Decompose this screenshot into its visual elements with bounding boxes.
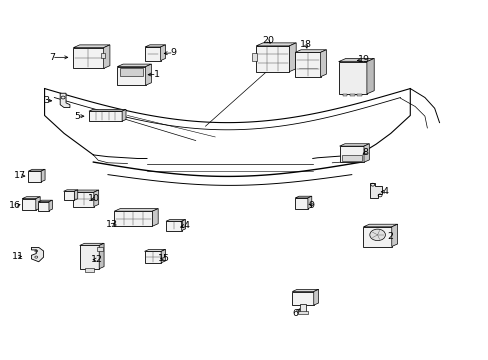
Polygon shape	[391, 224, 397, 247]
Polygon shape	[307, 196, 311, 209]
Bar	[114, 211, 152, 226]
Polygon shape	[41, 169, 45, 182]
Bar	[165, 221, 181, 230]
Polygon shape	[89, 109, 126, 111]
Text: 13: 13	[105, 220, 118, 229]
Text: 4: 4	[382, 187, 388, 196]
Polygon shape	[165, 220, 185, 221]
Bar	[342, 94, 346, 96]
Text: 18: 18	[299, 40, 311, 49]
Text: 3: 3	[43, 96, 49, 105]
Polygon shape	[122, 109, 126, 121]
Text: 7: 7	[49, 53, 55, 62]
Text: 9: 9	[308, 201, 314, 210]
Polygon shape	[369, 183, 382, 198]
Polygon shape	[31, 247, 43, 262]
Text: 17: 17	[14, 171, 26, 180]
Text: 8: 8	[362, 148, 367, 157]
Bar	[298, 311, 307, 314]
Text: 12: 12	[91, 255, 103, 264]
Bar	[300, 305, 305, 312]
Polygon shape	[313, 289, 318, 305]
Polygon shape	[339, 144, 368, 146]
Text: 2: 2	[387, 232, 393, 241]
Bar	[341, 155, 361, 161]
Text: 20: 20	[262, 36, 273, 45]
Bar	[84, 269, 94, 272]
Text: 11: 11	[12, 252, 24, 261]
Polygon shape	[22, 197, 40, 199]
Text: 1: 1	[153, 70, 160, 79]
Text: 14: 14	[179, 221, 191, 230]
Bar	[144, 251, 161, 263]
Bar	[256, 46, 289, 72]
Circle shape	[369, 229, 385, 240]
Bar	[338, 62, 366, 94]
Text: 9: 9	[170, 48, 177, 57]
Polygon shape	[145, 45, 165, 47]
Text: 6: 6	[292, 309, 298, 318]
Polygon shape	[28, 169, 45, 171]
Polygon shape	[144, 249, 165, 251]
Polygon shape	[49, 200, 52, 211]
Polygon shape	[295, 50, 326, 52]
Polygon shape	[181, 220, 185, 230]
Bar	[22, 199, 36, 210]
Polygon shape	[60, 93, 70, 108]
Text: 19: 19	[357, 55, 369, 64]
Bar	[73, 48, 103, 68]
Bar	[63, 191, 74, 200]
Polygon shape	[73, 45, 110, 48]
Bar	[295, 198, 307, 209]
Bar	[356, 94, 361, 96]
Polygon shape	[363, 224, 397, 227]
Polygon shape	[114, 208, 158, 211]
Polygon shape	[38, 200, 52, 202]
Polygon shape	[289, 43, 296, 72]
Polygon shape	[117, 64, 151, 67]
Text: 10: 10	[88, 194, 100, 203]
Bar	[339, 146, 363, 162]
Polygon shape	[366, 58, 373, 94]
Polygon shape	[295, 196, 311, 198]
Polygon shape	[363, 144, 368, 162]
Polygon shape	[103, 45, 110, 68]
Polygon shape	[36, 197, 40, 210]
Polygon shape	[338, 58, 373, 62]
Text: 16: 16	[9, 201, 21, 210]
Polygon shape	[161, 249, 165, 263]
Polygon shape	[145, 64, 151, 85]
Bar	[101, 53, 105, 58]
Bar	[252, 53, 257, 60]
Bar	[292, 292, 313, 305]
Bar	[28, 171, 41, 182]
Bar	[120, 68, 143, 76]
Bar	[80, 246, 99, 269]
Text: 5: 5	[75, 112, 81, 121]
Bar	[349, 94, 354, 96]
Text: 15: 15	[157, 255, 169, 264]
Polygon shape	[256, 43, 296, 46]
Bar	[73, 192, 94, 207]
Bar	[295, 52, 320, 77]
Polygon shape	[320, 50, 326, 77]
Polygon shape	[74, 190, 78, 200]
Polygon shape	[63, 190, 78, 191]
Polygon shape	[73, 190, 99, 192]
Bar	[89, 111, 122, 121]
Polygon shape	[94, 190, 99, 207]
Bar	[117, 67, 145, 85]
Bar	[363, 227, 391, 247]
Polygon shape	[292, 289, 318, 292]
Polygon shape	[99, 243, 104, 269]
Polygon shape	[160, 45, 165, 60]
Polygon shape	[152, 208, 158, 226]
Bar	[97, 247, 103, 251]
Bar	[38, 202, 49, 211]
Polygon shape	[80, 243, 104, 246]
Bar	[145, 47, 160, 60]
